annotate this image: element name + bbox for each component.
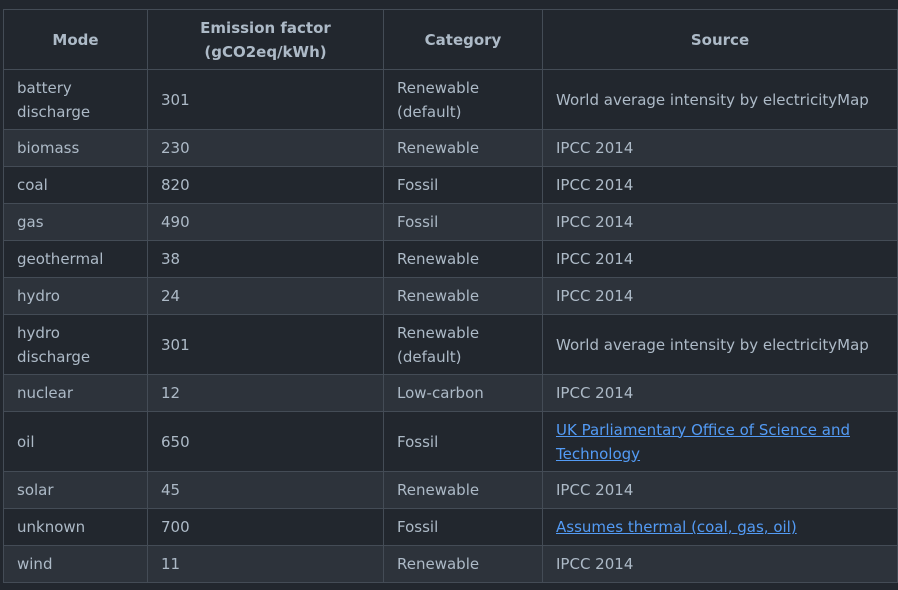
table-row: gas 490 Fossil IPCC 2014: [3, 203, 898, 241]
factor-cell: 490: [147, 203, 384, 241]
category-cell: Fossil: [383, 411, 543, 472]
mode-cell: nuclear: [3, 374, 148, 412]
factor-cell: 38: [147, 240, 384, 278]
emission-table: Mode Emission factor (gCO2eq/kWh) Category…: [3, 9, 898, 583]
header-cell: Category: [383, 9, 543, 70]
category-cell: Renewable: [383, 277, 543, 315]
mode-cell: geothermal: [3, 240, 148, 278]
source-cell: IPCC 2014: [542, 277, 898, 315]
factor-cell: 650: [147, 411, 384, 472]
table-row: hydro 24 Renewable IPCC 2014: [3, 277, 898, 315]
category-cell: Renewable: [383, 129, 543, 167]
table-row: oil 650 Fossil UK Parliamentary Office of S…: [3, 411, 898, 472]
source-cell: IPCC 2014: [542, 240, 898, 278]
category-cell: Renewable: [383, 545, 543, 583]
mode-cell: hydro discharge: [3, 314, 148, 375]
factor-cell: 700: [147, 508, 384, 546]
source-cell: IPCC 2014: [542, 545, 898, 583]
category-cell: Low-carbon: [383, 374, 543, 412]
table-row: nuclear 12 Low-carbon IPCC 2014: [3, 374, 898, 412]
factor-cell: 24: [147, 277, 384, 315]
factor-cell: 11: [147, 545, 384, 583]
mode-cell: solar: [3, 471, 148, 509]
mode-cell: gas: [3, 203, 148, 241]
factor-cell: 45: [147, 471, 384, 509]
source-cell: IPCC 2014: [542, 129, 898, 167]
source-cell: IPCC 2014: [542, 203, 898, 241]
category-cell: Renewable: [383, 240, 543, 278]
factor-cell: 301: [147, 314, 384, 375]
factor-cell: 230: [147, 129, 384, 167]
category-cell: Fossil: [383, 166, 543, 204]
mode-cell: wind: [3, 545, 148, 583]
source-cell: UK Parliamentary Office of Science and T…: [542, 411, 898, 472]
mode-cell: oil: [3, 411, 148, 472]
source-cell: World average intensity by electricityMa…: [542, 314, 898, 375]
table-row: wind 11 Renewable IPCC 2014: [3, 545, 898, 583]
table-container: Mode Emission factor (gCO2eq/kWh) Category…: [3, 9, 898, 583]
table-body: battery discharge 301 Renewable (default) W…: [3, 69, 898, 583]
source-cell: World average intensity by electricityMa…: [542, 69, 898, 130]
mode-cell: hydro: [3, 277, 148, 315]
header-cell: Mode: [3, 9, 148, 70]
table-row: biomass 230 Renewable IPCC 2014: [3, 129, 898, 167]
mode-cell: coal: [3, 166, 148, 204]
table-row: battery discharge 301 Renewable (default) W…: [3, 69, 898, 130]
header-row: Mode Emission factor (gCO2eq/kWh) Category…: [3, 9, 898, 70]
mode-cell: biomass: [3, 129, 148, 167]
source-cell: Assumes thermal (coal, gas, oil): [542, 508, 898, 546]
header-cell: Emission factor (gCO2eq/kWh): [147, 9, 384, 70]
table-row: solar 45 Renewable IPCC 2014: [3, 471, 898, 509]
mode-cell: unknown: [3, 508, 148, 546]
mode-cell: battery discharge: [3, 69, 148, 130]
category-cell: Fossil: [383, 203, 543, 241]
table-row: unknown 700 Fossil Assumes thermal (coal, g…: [3, 508, 898, 546]
factor-cell: 301: [147, 69, 384, 130]
table-row: coal 820 Fossil IPCC 2014: [3, 166, 898, 204]
source-link[interactable]: Assumes thermal (coal, gas, oil): [556, 518, 797, 536]
factor-cell: 12: [147, 374, 384, 412]
source-cell: IPCC 2014: [542, 374, 898, 412]
category-cell: Renewable (default): [383, 69, 543, 130]
factor-cell: 820: [147, 166, 384, 204]
category-cell: Renewable (default): [383, 314, 543, 375]
table-row: hydro discharge 301 Renewable (default) Wor…: [3, 314, 898, 375]
category-cell: Renewable: [383, 471, 543, 509]
source-cell: IPCC 2014: [542, 471, 898, 509]
source-cell: IPCC 2014: [542, 166, 898, 204]
table-row: geothermal 38 Renewable IPCC 2014: [3, 240, 898, 278]
category-cell: Fossil: [383, 508, 543, 546]
header-cell: Source: [542, 9, 898, 70]
source-link[interactable]: UK Parliamentary Office of Science and T…: [556, 420, 850, 463]
